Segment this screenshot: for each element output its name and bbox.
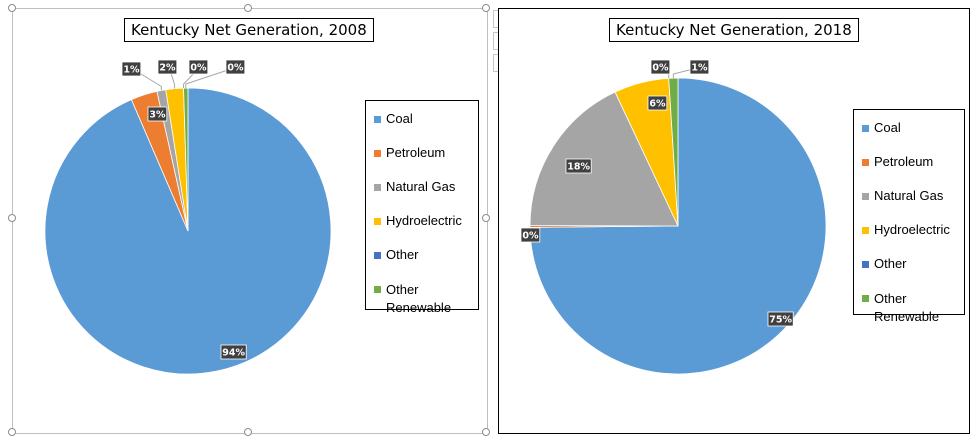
data-label-box: [520, 227, 541, 243]
legend-swatch: [374, 116, 381, 123]
resize-handle[interactable]: [482, 4, 490, 12]
data-label-box: [767, 311, 794, 327]
legend-label: Hydroelectric: [874, 222, 950, 237]
legend-label: Other: [874, 256, 907, 271]
leader-line: [132, 68, 162, 91]
data-label-natural-gas: 18%: [567, 162, 590, 173]
data-label-natural-gas: 1%: [123, 65, 140, 76]
legend-swatch: [862, 193, 869, 200]
legend-label: Natural Gas: [386, 179, 456, 194]
legend-item-other-renewable[interactable]: Other Renewable: [862, 290, 944, 326]
legend-label: Other Renewable: [386, 282, 452, 315]
legend-item-petroleum[interactable]: Petroleum: [862, 154, 933, 170]
legend-2018: Coal Petroleum Natural Gas Hydroelectric Oth…: [853, 109, 965, 324]
resize-handle[interactable]: [244, 4, 252, 12]
pie-slice-natural-gas[interactable]: [529, 91, 679, 227]
resize-handle[interactable]: [244, 428, 252, 436]
pie-chart-2018[interactable]: 75% 0% 18% 6% 0% 1%: [499, 9, 969, 433]
legend-swatch: [862, 159, 869, 166]
data-label-box: [147, 106, 168, 122]
data-label-hydroelectric: 2%: [159, 63, 176, 74]
data-label-hydroelectric: 6%: [649, 99, 666, 110]
legend-item-other[interactable]: Other: [374, 247, 419, 263]
data-label-coal: 75%: [769, 315, 792, 326]
legend-item-natural-gas[interactable]: Natural Gas: [374, 179, 455, 195]
legend-swatch: [374, 218, 381, 225]
legend-swatch: [374, 252, 381, 259]
data-label-box: [225, 59, 246, 75]
legend-item-other-renewable[interactable]: Other Renewable: [374, 281, 456, 317]
resize-handle[interactable]: [482, 428, 490, 436]
legend-label: Petroleum: [386, 145, 446, 160]
resize-handle[interactable]: [8, 428, 16, 436]
legend-label: Natural Gas: [874, 188, 944, 203]
legend-swatch: [862, 125, 869, 132]
pie-slice-coal[interactable]: [44, 87, 332, 375]
legend-item-coal[interactable]: Coal: [374, 111, 413, 127]
data-label-box: [220, 344, 247, 360]
legend-label: Coal: [386, 111, 413, 126]
legend-swatch: [374, 150, 381, 157]
legend-swatch: [862, 295, 869, 302]
data-label-box: [121, 61, 142, 77]
legend-swatch: [374, 184, 381, 191]
legend-item-petroleum[interactable]: Petroleum: [374, 145, 445, 161]
data-label-box: [188, 59, 209, 75]
data-label-other: 0%: [652, 63, 669, 74]
data-label-coal: 94%: [222, 348, 245, 359]
legend-label: Coal: [874, 120, 901, 135]
data-label-box: [157, 59, 178, 75]
data-label-other-renewable: 0%: [227, 63, 244, 74]
legend-2008: Coal Petroleum Natural Gas Hydroelectric Oth…: [365, 100, 479, 315]
chart-title: Kentucky Net Generation, 2018: [609, 18, 859, 42]
chart-2008-frame[interactable]: Kentucky Net Generation, 2008 94% 3% 1% 2% 0…: [12, 8, 488, 434]
resize-handle[interactable]: [482, 214, 490, 222]
legend-swatch: [374, 286, 381, 293]
legend-item-natural-gas[interactable]: Natural Gas: [862, 188, 943, 204]
legend-swatch: [862, 261, 869, 268]
legend-label: Petroleum: [874, 154, 934, 169]
resize-handle[interactable]: [8, 4, 16, 12]
legend-label: Other Renewable: [874, 291, 940, 324]
data-label-box: [650, 59, 671, 75]
legend-item-other[interactable]: Other: [862, 256, 907, 272]
legend-swatch: [862, 227, 869, 234]
data-label-box: [647, 95, 668, 111]
data-label-box: [689, 59, 710, 75]
legend-label: Hydroelectric: [386, 213, 462, 228]
legend-item-hydroelectric[interactable]: Hydroelectric: [374, 213, 462, 229]
legend-item-coal[interactable]: Coal: [862, 120, 901, 136]
chart-2018-frame[interactable]: Kentucky Net Generation, 2018 75% 0% 18% 6%…: [498, 8, 970, 434]
data-label-other-renewable: 1%: [691, 63, 708, 74]
chart-title: Kentucky Net Generation, 2008: [124, 18, 374, 42]
legend-item-hydroelectric[interactable]: Hydroelectric: [862, 222, 950, 238]
data-label-petroleum: 3%: [149, 110, 166, 121]
pie-chart-2008[interactable]: 94% 3% 1% 2% 0% 0%: [13, 9, 487, 433]
data-label-petroleum: 0%: [522, 231, 539, 242]
leader-line: [185, 66, 238, 89]
legend-label: Other: [386, 247, 419, 262]
data-label-box: [565, 158, 592, 174]
resize-handle[interactable]: [8, 214, 16, 222]
data-label-other: 0%: [190, 63, 207, 74]
